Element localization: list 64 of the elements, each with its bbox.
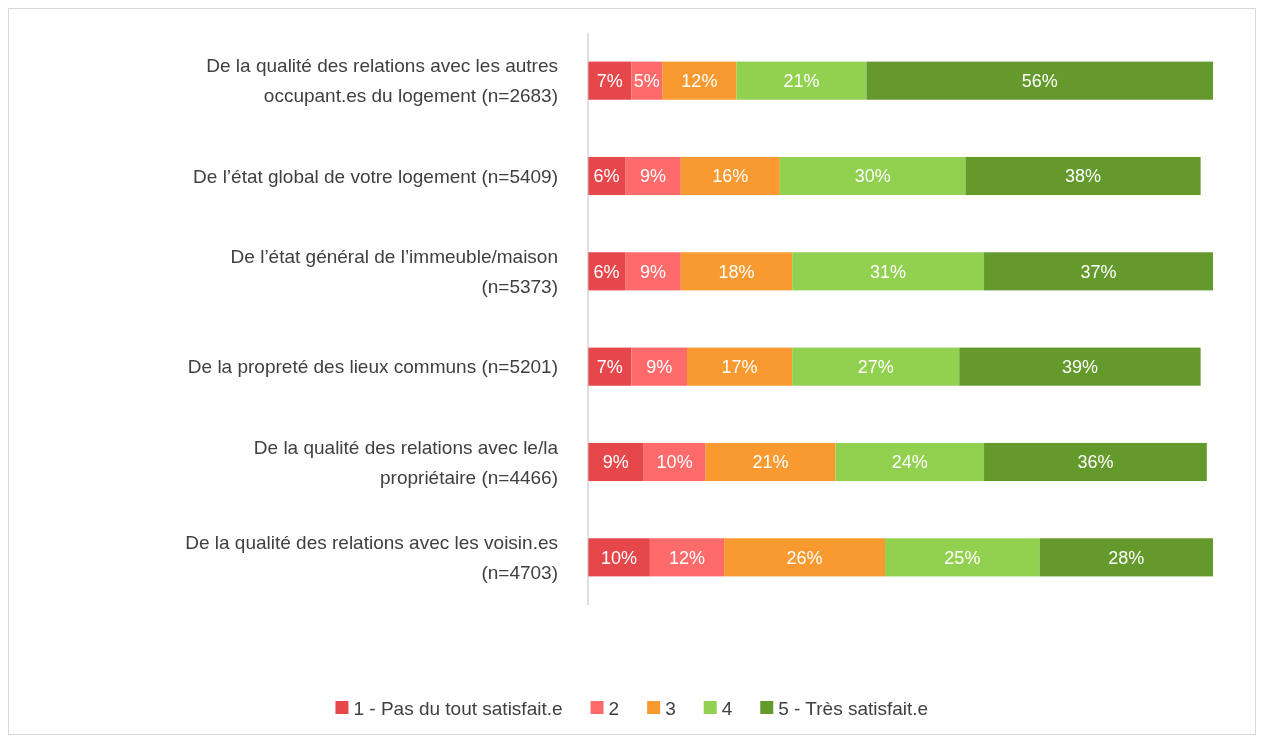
data-label: 24% [891,452,928,473]
bar [779,156,966,196]
data-label: 9% [646,356,673,377]
data-label: 12% [668,547,706,568]
bar [1039,538,1213,577]
data-label: 30% [854,166,891,187]
data-label: 39% [1061,356,1098,377]
y-tick-label: De l’état global de votre logement (n=5409) [193,165,558,187]
bar [959,347,1201,386]
data-label: 16% [712,166,749,187]
bar [625,156,681,196]
y-tick-label: De la propreté des lieux communs (n=5201) [187,356,558,378]
data-label: 26% [786,547,823,568]
bar [680,252,793,291]
bar [625,252,681,291]
data-label: 9% [639,261,666,282]
data-label: 5% [633,70,660,91]
data-label: 9% [639,166,666,187]
data-label: 17% [721,356,758,377]
bar [687,347,793,386]
bar [649,538,725,577]
data-label: 21% [783,70,820,91]
bar [885,538,1040,577]
data-label: 7% [596,356,623,377]
data-label: 37% [1080,261,1117,282]
data-label: 12% [681,70,718,91]
bar [965,156,1201,196]
data-label: 18% [718,261,755,282]
legend-label: 4 [721,697,733,719]
data-label: 6% [593,261,620,282]
legend-label: 3 [665,697,676,719]
data-label: 10% [600,547,637,568]
bar [792,252,985,291]
bar [662,61,737,100]
bar [984,442,1207,482]
y-tick-label: De la qualité des relations avec les voisin.es (n=4703) [185,531,558,583]
data-label: 38% [1065,166,1102,187]
legend-label: 2 [608,697,620,719]
bar [984,252,1213,291]
data-label: 27% [857,356,894,377]
data-label: 56% [1021,70,1058,91]
bar [705,442,836,482]
y-tick-label: De la qualité des relations avec le/la propriétaire (n=4466) [253,436,559,488]
legend-label: 1 - Pas du tout satisfait.e [353,697,563,719]
data-label: 21% [752,452,789,473]
data-label: 28% [1108,547,1145,568]
bar [792,347,960,386]
bar [736,61,867,100]
data-label: 6% [593,166,620,187]
legend-label: 5 - Très satisfait.e [778,697,929,719]
bar [724,538,886,577]
data-label: 31% [870,261,907,282]
y-tick-label: De la qualité des relations avec les autres occupant.es du logement (n=2683) [206,55,558,107]
bar [866,61,1213,100]
bar [643,442,706,482]
data-label: 9% [602,452,629,473]
y-tick-label: De l’état général de l’immeuble/maison (n=5373) [230,245,558,297]
bar [631,347,688,386]
data-label: 36% [1077,452,1114,473]
data-label: 25% [944,547,981,568]
data-label: 7% [596,70,623,91]
data-label: 10% [656,452,693,473]
bar [680,156,780,196]
bar [835,442,985,482]
